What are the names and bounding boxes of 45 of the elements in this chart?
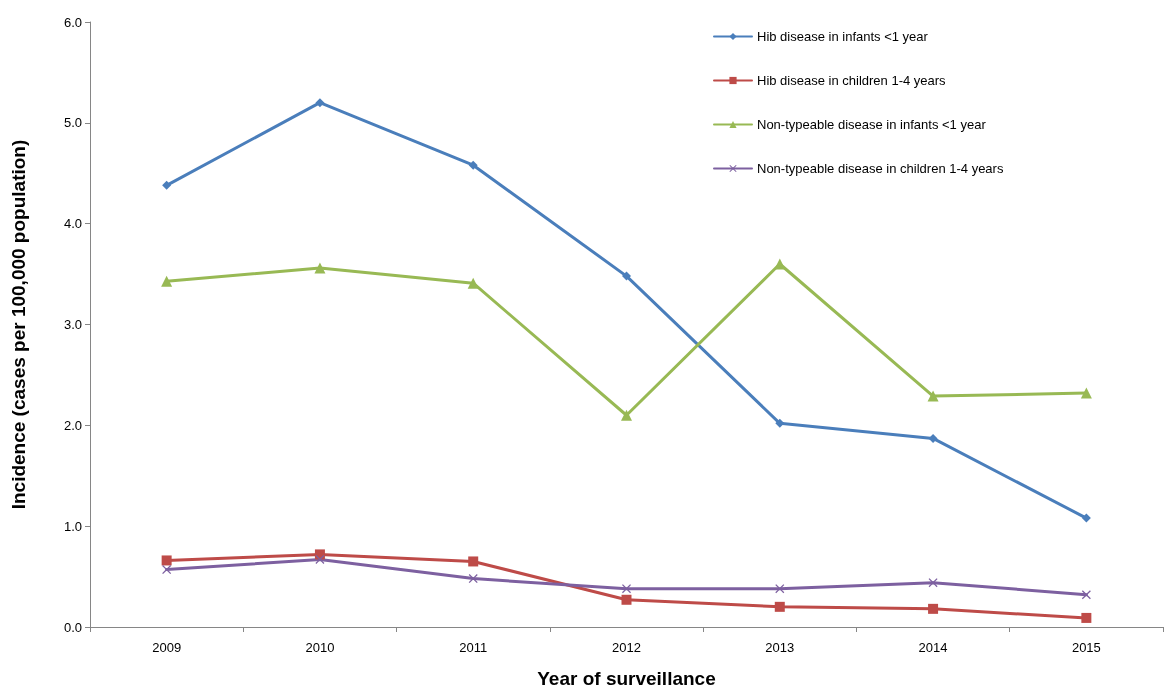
- x-tick-label: 2012: [612, 640, 641, 655]
- x-tick-label: 2013: [765, 640, 795, 655]
- legend-label: Hib disease in children 1-4 years: [757, 73, 947, 88]
- point: [467, 277, 479, 289]
- point: [775, 418, 785, 428]
- point: [1081, 612, 1092, 623]
- point: [468, 556, 479, 567]
- point: [162, 180, 172, 190]
- point: [927, 390, 939, 402]
- point: [162, 565, 172, 575]
- point: [775, 584, 785, 594]
- x-tick-label: 2014: [918, 640, 948, 655]
- x-tick-label: 2010: [305, 640, 335, 655]
- point: [468, 160, 478, 170]
- y-tick-label: 4.0: [63, 216, 82, 232]
- y-tick-label: 6.0: [63, 14, 82, 30]
- point: [928, 433, 938, 443]
- point: [1081, 513, 1091, 523]
- point: [622, 271, 631, 281]
- point: [622, 584, 631, 594]
- legend-label: Hib disease in infants <1 year: [757, 29, 929, 44]
- legend-label: Non-typeable disease in infants <1 year: [757, 117, 987, 132]
- point: [314, 262, 326, 274]
- point: [928, 578, 938, 588]
- y-tick-label: 0.0: [63, 619, 82, 635]
- point: [315, 98, 325, 108]
- point: [928, 603, 939, 614]
- y-tick-label: 2.0: [63, 417, 82, 433]
- point: [315, 554, 325, 564]
- legend-label: Non-typeable disease in children 1-4 years: [757, 161, 1004, 176]
- x-axis-title: Year of surveillance: [537, 668, 716, 689]
- x-tick-label: 2009: [152, 640, 182, 655]
- point: [774, 601, 785, 612]
- y-tick-label: 1.0: [63, 518, 82, 534]
- point: [468, 574, 478, 584]
- point: [161, 555, 172, 566]
- point: [621, 594, 632, 605]
- y-axis-title: Incidence (cases per 100,000 population): [8, 139, 29, 510]
- point: [621, 409, 632, 421]
- x-tick-label: 2015: [1071, 640, 1101, 655]
- x-tick-label: 2011: [459, 640, 488, 655]
- point: [1080, 387, 1092, 399]
- point: [161, 275, 173, 287]
- y-tick-label: 5.0: [63, 115, 82, 131]
- y-tick-label: 3.0: [63, 317, 82, 332]
